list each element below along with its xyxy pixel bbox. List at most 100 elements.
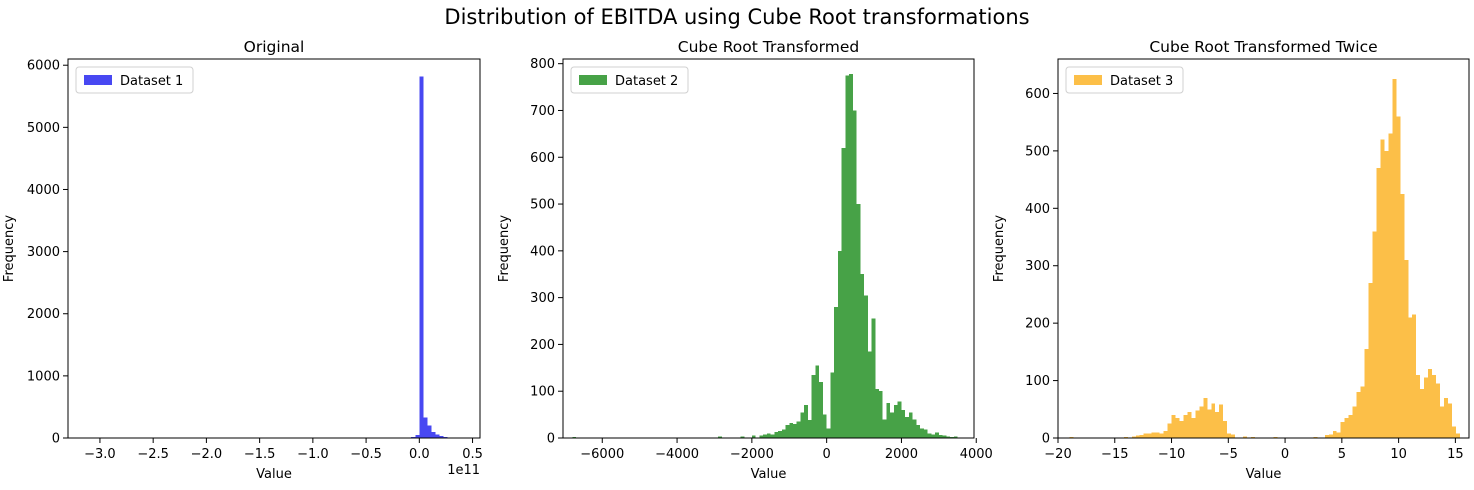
histogram-bar xyxy=(819,382,823,438)
histogram-bars xyxy=(407,76,464,438)
y-tick-label: 700 xyxy=(530,104,555,119)
histogram-bar xyxy=(1396,116,1400,438)
histogram-bar xyxy=(868,351,872,438)
y-tick-label: 300 xyxy=(1025,259,1050,274)
axes-frame xyxy=(563,59,974,438)
y-tick-label: 800 xyxy=(530,57,555,72)
histogram-bar xyxy=(905,417,909,438)
histogram-bar xyxy=(1172,415,1176,438)
x-tick-label: 0 xyxy=(823,447,831,462)
histogram-bar xyxy=(1428,369,1432,438)
histogram-bar xyxy=(1349,415,1353,438)
axes-frame xyxy=(68,59,480,438)
y-tick-label: 100 xyxy=(530,385,555,400)
histogram-bar xyxy=(860,274,864,438)
histogram-bar xyxy=(808,420,812,438)
histogram-bar xyxy=(875,389,879,438)
histogram-bar xyxy=(1341,422,1345,438)
histogram-bar xyxy=(1329,435,1333,438)
x-tick-label: −6000 xyxy=(580,447,624,462)
histogram-bar xyxy=(419,76,423,438)
histogram-bar xyxy=(1231,435,1235,438)
x-tick-label: −5 xyxy=(1219,447,1238,462)
histogram-bar xyxy=(812,375,816,438)
histogram-bar xyxy=(1416,375,1420,438)
histogram-bar xyxy=(928,433,932,438)
histogram-bar xyxy=(1345,418,1349,438)
histogram-bar xyxy=(1215,412,1219,438)
histogram-bar xyxy=(931,434,935,438)
histogram-bar xyxy=(886,403,890,438)
histogram-bar xyxy=(435,434,439,438)
histogram-bar xyxy=(1168,424,1172,438)
histogram-bar xyxy=(1144,433,1148,438)
histogram-bar xyxy=(1333,431,1337,438)
histogram-bar xyxy=(1219,405,1223,438)
x-axis-label: Value xyxy=(256,467,292,482)
histogram-bar xyxy=(894,405,898,438)
histogram-bar xyxy=(830,372,834,438)
histogram-bar xyxy=(1369,283,1373,438)
x-axis-label: Value xyxy=(751,467,787,482)
x-tick-label: −1.0 xyxy=(297,447,329,462)
histogram-bar xyxy=(1361,386,1365,438)
histogram-bars xyxy=(572,74,957,438)
x-tick-label: −3.0 xyxy=(84,447,116,462)
histogram-bar xyxy=(1448,404,1452,438)
histogram-bar xyxy=(797,422,801,438)
histogram-bar xyxy=(872,319,876,438)
histogram-bar xyxy=(1187,412,1191,438)
histogram-bar xyxy=(1207,409,1211,438)
histogram-bar xyxy=(1436,383,1440,438)
histogram-bar xyxy=(838,251,842,438)
x-tick-label: 4000 xyxy=(960,447,993,462)
histogram-bar xyxy=(834,307,838,438)
histogram-bar xyxy=(1152,432,1156,438)
histogram-bar xyxy=(845,75,849,438)
histogram-bar xyxy=(1223,421,1227,438)
histogram-bar xyxy=(935,432,939,438)
x-tick-label: −15 xyxy=(1101,447,1128,462)
histogram-bar xyxy=(793,424,797,438)
y-axis-label: Frequency xyxy=(992,215,1007,282)
histogram-bar xyxy=(1444,398,1448,438)
x-tick-label: 15 xyxy=(1447,447,1464,462)
histogram-bar xyxy=(1376,168,1380,438)
histogram-bar xyxy=(1353,406,1357,438)
histogram-bar xyxy=(1424,378,1428,438)
histogram-bar xyxy=(763,434,767,438)
y-tick-label: 400 xyxy=(1025,202,1050,217)
y-axis-label: Frequency xyxy=(497,215,512,282)
histogram-bar xyxy=(1380,139,1384,438)
histogram-bar xyxy=(778,431,782,438)
subplot-title: Original xyxy=(244,38,305,56)
histogram-bar xyxy=(771,434,775,438)
legend: Dataset 1 xyxy=(76,67,193,93)
histogram-bar xyxy=(1456,433,1460,438)
histogram-bar xyxy=(857,204,861,438)
histogram-bar xyxy=(920,429,924,438)
y-tick-label: 500 xyxy=(1025,144,1050,159)
histogram-bar xyxy=(1440,406,1444,438)
y-tick-label: 0 xyxy=(52,432,60,447)
histogram-bar xyxy=(1203,398,1207,438)
histogram-bar xyxy=(1412,315,1416,438)
histogram-bar xyxy=(1420,389,1424,438)
histogram-bar xyxy=(1432,375,1436,438)
y-tick-label: 0 xyxy=(1042,432,1050,447)
y-tick-label: 2000 xyxy=(27,307,60,322)
x-tick-label: 10 xyxy=(1390,447,1407,462)
x-offset-text: 1e11 xyxy=(447,463,480,478)
legend-swatch xyxy=(84,75,112,85)
y-tick-label: 600 xyxy=(1025,87,1050,102)
histogram-bar xyxy=(916,425,920,438)
histogram-bar xyxy=(1365,349,1369,438)
histogram-bar xyxy=(789,423,793,438)
x-tick-label: 5 xyxy=(1338,447,1346,462)
histogram-bars xyxy=(1069,79,1460,438)
histogram-bar xyxy=(864,295,868,438)
x-tick-label: −10 xyxy=(1158,447,1185,462)
histogram-bar xyxy=(1392,79,1396,438)
